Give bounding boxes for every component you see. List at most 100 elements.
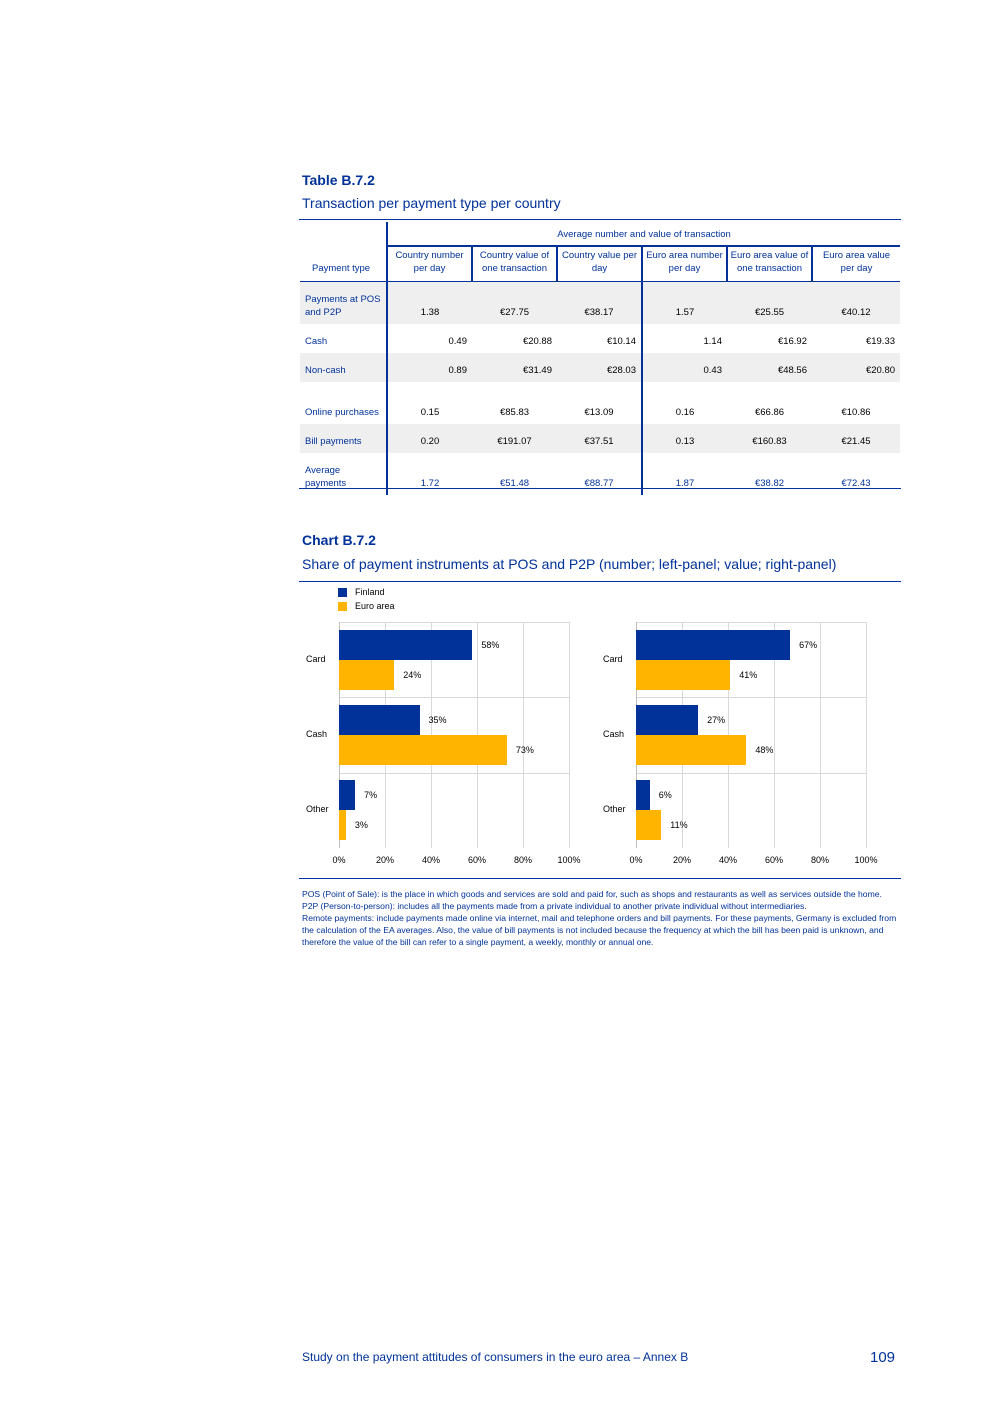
cell: €20.80: [812, 353, 901, 382]
cell: €19.33: [865, 336, 896, 347]
x-tick-label: 60%: [467, 855, 487, 865]
data-label: 7%: [364, 790, 378, 801]
gridline-horizontal: [636, 622, 866, 623]
cell: €10.14: [606, 336, 636, 347]
table-label: Table B.7.2: [302, 172, 375, 188]
cell: €28.03: [557, 353, 642, 382]
cell: €48.56: [727, 353, 812, 382]
col-header-country-number: Country number per day: [386, 245, 472, 282]
note-remote: Remote payments: include payments made o…: [302, 913, 897, 947]
category-label: Card: [306, 653, 326, 664]
cell: €85.83: [499, 407, 530, 418]
cell: €72.43: [841, 478, 871, 489]
bar-finland: [636, 705, 699, 735]
bar-euro-area: [339, 735, 507, 765]
row-name: Cash: [305, 336, 328, 347]
gridline-vertical: [866, 622, 867, 848]
data-label: 6%: [658, 790, 672, 801]
bar-euro-area: [636, 735, 747, 765]
cell: €13.09: [584, 407, 614, 418]
table-row: Online purchases 0.15 €85.83 €13.09 0.16…: [300, 382, 900, 424]
data-label: 35%: [428, 715, 447, 725]
table-row: Cash 0.49 €20.88 €10.14 1.14 €16.92 €19.…: [300, 324, 900, 353]
cell: €51.48: [499, 478, 530, 489]
category-label: Other: [306, 804, 329, 815]
cell: 1.14: [641, 324, 727, 353]
col-header-country-value-one: Country value of one transaction: [471, 245, 557, 282]
data-label: 27%: [707, 715, 726, 725]
bar-euro-area: [339, 659, 395, 690]
x-tick-label: 60%: [764, 855, 784, 865]
row-name: Average payments: [305, 465, 347, 489]
cell: 0.43: [641, 353, 727, 382]
table-title: Transaction per payment type per country: [302, 195, 561, 211]
cell: 0.20: [386, 424, 472, 453]
data-label: 11%: [670, 820, 688, 831]
cell: €40.12: [812, 281, 901, 324]
chart-bottom-rule: [299, 878, 901, 879]
cell: €38.17: [557, 281, 642, 324]
gridline-horizontal: [636, 697, 866, 699]
chart-top-rule: [299, 581, 901, 582]
gridline-horizontal: [636, 772, 866, 774]
data-label: 58%: [481, 639, 500, 650]
cell: 1.38: [386, 281, 472, 324]
cell: €25.55: [727, 281, 812, 324]
cell: €191.07: [472, 424, 557, 453]
x-tick-label: 20%: [672, 855, 692, 865]
cell: €31.49: [472, 353, 557, 382]
x-tick-label: 80%: [810, 855, 830, 865]
x-tick-label: 80%: [513, 855, 533, 865]
cell: €16.92: [777, 336, 807, 347]
cell: 1.57: [641, 281, 727, 324]
data-label: 3%: [354, 820, 368, 831]
category-label: Other: [603, 804, 626, 815]
data-label: 73%: [515, 745, 534, 755]
cell: €160.83: [727, 424, 812, 453]
gridline-horizontal: [339, 697, 569, 699]
table-bottom-rule: [299, 488, 901, 489]
row-name: Non-cash: [300, 353, 387, 382]
data-label: 41%: [739, 669, 758, 680]
footer-text: Study on the payment attitudes of consum…: [302, 1350, 689, 1364]
cell: 0.16: [641, 382, 727, 424]
cell: 0.15: [386, 382, 472, 424]
legend-label-euro-area: Euro area: [355, 601, 395, 611]
cell: 0.49: [386, 324, 472, 353]
table-row: Payments at POS and P2P 1.38 €27.75 €38.…: [300, 281, 901, 324]
gridline-horizontal: [339, 622, 569, 623]
bar-finland: [636, 780, 650, 811]
cell: 0.89: [386, 353, 472, 382]
x-tick-label: 20%: [375, 855, 395, 865]
bar-euro-area: [636, 659, 731, 690]
gridline-horizontal: [339, 772, 569, 774]
notes: POS (Point of Sale): is the place in whi…: [302, 888, 900, 948]
row-name: Online purchases: [305, 407, 379, 418]
category-label: Card: [603, 653, 623, 664]
note-pos: POS (Point of Sale): is the place in whi…: [302, 889, 882, 899]
x-tick-label: 40%: [421, 855, 441, 865]
note-p2p: P2P (Person-to-person): includes all the…: [302, 901, 807, 911]
cell: €10.86: [841, 407, 871, 418]
col-header-country-value-day: Country value per day: [556, 245, 642, 282]
data-label: 48%: [755, 745, 774, 755]
x-tick-label: 100%: [557, 855, 581, 865]
row-name: Bill payments: [300, 424, 387, 453]
bar-finland: [339, 629, 473, 660]
x-tick-label: 100%: [854, 855, 878, 865]
group-header: Average number and value of transaction: [385, 222, 901, 246]
data-label: 24%: [403, 669, 422, 680]
col-header-ea-number: Euro area number per day: [641, 245, 727, 282]
gridline-vertical: [523, 622, 524, 848]
cell: €66.86: [754, 407, 785, 418]
chart-label: Chart B.7.2: [302, 532, 376, 548]
table-top-rule: [299, 219, 901, 220]
payment-type-table: Payment type Average number and value of…: [300, 222, 901, 495]
bar-finland: [636, 629, 791, 660]
col-header-ea-value-one: Euro area value of one transaction: [726, 245, 812, 282]
cell: 0.13: [641, 424, 727, 453]
chart-title: Share of payment instruments at POS and …: [302, 556, 837, 572]
cell: €38.82: [754, 478, 785, 489]
category-label: Cash: [306, 729, 328, 739]
data-label: 67%: [799, 639, 818, 650]
